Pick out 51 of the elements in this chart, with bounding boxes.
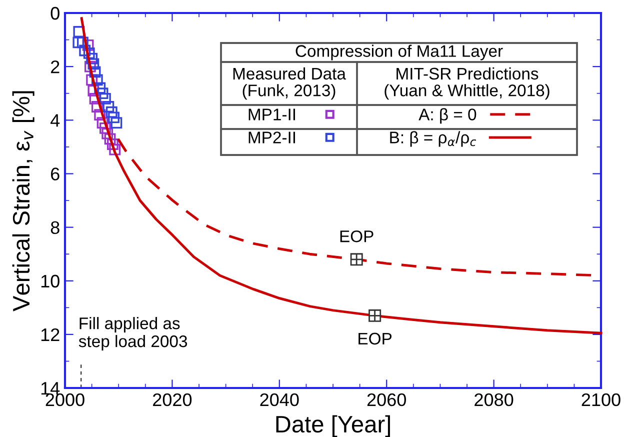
legend-label: A: β = 0 bbox=[418, 108, 476, 124]
y-tick-label: 0 bbox=[50, 6, 60, 20]
legend-label: B: β = ρ$_{α}$/ρ$_{c}$ bbox=[390, 131, 476, 147]
annotation: Measured Data (Funk, 2013) bbox=[233, 67, 346, 100]
point bbox=[100, 122, 111, 134]
point bbox=[83, 47, 95, 59]
annotation: EOP bbox=[340, 230, 374, 242]
y-tick-label: 10 bbox=[41, 274, 60, 288]
point bbox=[72, 36, 84, 48]
x-tick-label: 2020 bbox=[153, 393, 192, 406]
ref-line-label: Fill applied as step load 2003 bbox=[78, 317, 188, 350]
legend-label: MP2-II bbox=[248, 132, 295, 144]
point bbox=[94, 109, 106, 120]
point bbox=[96, 88, 108, 100]
point bbox=[89, 66, 101, 78]
y-tick-label: 8 bbox=[50, 221, 60, 234]
point bbox=[102, 101, 114, 112]
point bbox=[79, 44, 91, 56]
y-tick-label: 12 bbox=[41, 328, 60, 341]
point bbox=[88, 84, 100, 96]
legend-label: MP1-II bbox=[248, 108, 295, 120]
y-tick-label: 4 bbox=[50, 114, 60, 127]
y-tick-label: 2 bbox=[51, 60, 60, 74]
x-tick-label: 2080 bbox=[474, 393, 514, 406]
point bbox=[76, 36, 88, 48]
point bbox=[106, 106, 118, 118]
x-axis-title: Date [Year] bbox=[276, 415, 390, 437]
y-tick-label: 6 bbox=[51, 168, 60, 180]
point bbox=[96, 117, 108, 129]
point bbox=[107, 138, 118, 150]
point bbox=[100, 93, 111, 104]
x-tick-label: 2040 bbox=[260, 393, 299, 406]
point bbox=[108, 112, 120, 124]
point bbox=[104, 133, 116, 145]
point bbox=[84, 60, 96, 72]
annotation: EOP bbox=[358, 332, 392, 345]
x-tick-label: 2100 bbox=[582, 393, 620, 406]
y-tick-label: 14 bbox=[41, 382, 60, 395]
y-axis-title: Vertical Strain, ε$_{v}$ [%] bbox=[12, 91, 34, 312]
point bbox=[86, 52, 98, 64]
point bbox=[109, 144, 121, 156]
x-tick-label: 2060 bbox=[367, 393, 406, 406]
point bbox=[102, 128, 114, 140]
point bbox=[91, 74, 103, 86]
x-tick-label: 2000 bbox=[46, 393, 84, 406]
point bbox=[94, 82, 106, 94]
annotation: MIT-SR Predictions (Yuan & Whittle, 2018) bbox=[384, 67, 550, 100]
point bbox=[110, 117, 122, 129]
point bbox=[91, 101, 103, 112]
legend-title: Compression of Ma11 Layer bbox=[296, 44, 503, 60]
point bbox=[88, 58, 100, 70]
